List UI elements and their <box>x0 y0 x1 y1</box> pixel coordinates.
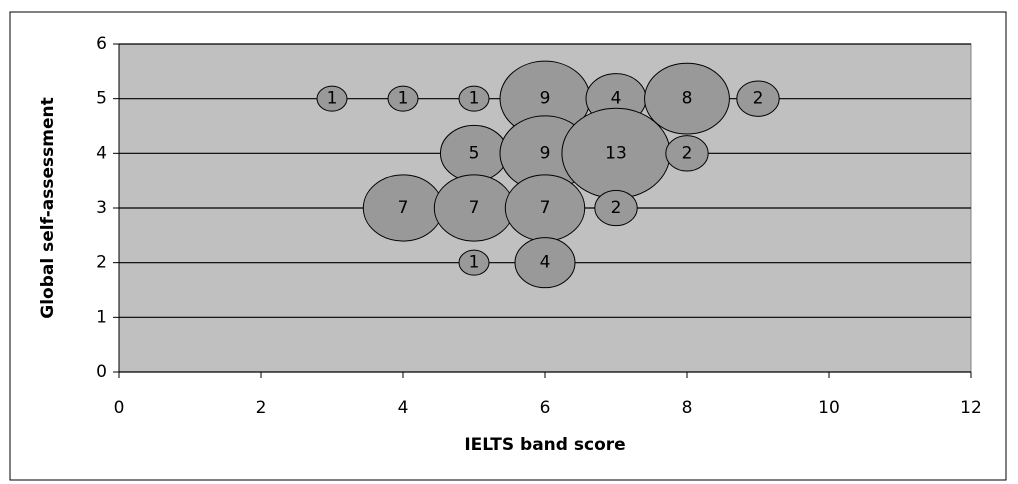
bubble <box>316 85 348 112</box>
y-axis-label: Global self-assessment <box>38 97 58 318</box>
bubble <box>594 189 638 227</box>
x-tick-label: 6 <box>540 398 551 418</box>
data-label: 1 <box>469 89 480 109</box>
data-label: 5 <box>469 143 480 163</box>
y-tick-label: 6 <box>96 34 107 54</box>
x-tick-label: 4 <box>398 398 409 418</box>
y-tick-label: 3 <box>96 198 107 218</box>
bubble <box>458 249 490 276</box>
data-label: 4 <box>540 253 551 273</box>
data-label: 9 <box>540 89 551 109</box>
y-tick-label: 4 <box>96 143 107 163</box>
y-tick-label: 0 <box>96 362 107 382</box>
data-label: 7 <box>469 198 480 218</box>
data-label: 1 <box>398 89 409 109</box>
data-label: 8 <box>682 89 693 109</box>
data-label: 1 <box>327 89 338 109</box>
x-tick-label: 10 <box>818 398 840 418</box>
bubble <box>514 237 576 289</box>
data-label: 2 <box>611 198 622 218</box>
data-label: 1 <box>469 253 480 273</box>
x-tick-label: 12 <box>960 398 982 418</box>
bubble <box>458 85 490 112</box>
x-tick-label: 2 <box>256 398 267 418</box>
bubble <box>387 85 419 112</box>
data-label: 7 <box>540 198 551 218</box>
data-label: 7 <box>398 198 409 218</box>
x-axis-label: IELTS band score <box>464 435 625 455</box>
bubble <box>736 80 780 117</box>
y-tick-label: 5 <box>96 89 107 109</box>
data-label: 13 <box>605 143 627 163</box>
data-label: 9 <box>540 143 551 163</box>
y-tick-label: 1 <box>96 307 107 327</box>
bubble <box>644 62 730 135</box>
x-tick-label: 8 <box>682 398 693 418</box>
data-label: 2 <box>682 143 693 163</box>
bubble <box>665 135 709 172</box>
data-label: 4 <box>611 89 622 109</box>
x-tick-label: 0 <box>114 398 125 418</box>
y-tick-label: 2 <box>96 253 107 273</box>
data-label: 2 <box>753 89 764 109</box>
